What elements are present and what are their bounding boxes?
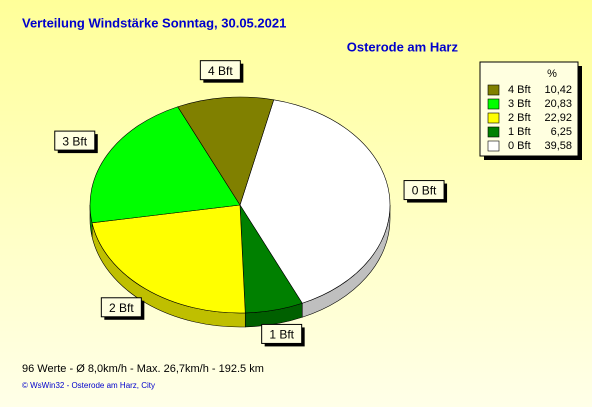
- label-box: [199, 60, 241, 81]
- legend-label: 2 Bft: [508, 112, 531, 124]
- legend-swatch: [487, 112, 500, 124]
- legend-label: 1 Bft: [508, 126, 531, 138]
- pie-slice: [91, 204, 246, 314]
- pie-slice: [177, 96, 275, 206]
- slice-label: 3 Bft: [62, 134, 87, 148]
- legend-header: %: [547, 68, 557, 80]
- legend-value: 6,25: [551, 126, 572, 138]
- slice-label: 4 Bft: [208, 64, 233, 78]
- legend-value: 10,42: [544, 84, 572, 96]
- chart-title: Verteilung Windstärke Sonntag, 30.05.202…: [22, 15, 286, 30]
- slice-label: 1 Bft: [269, 328, 294, 342]
- legend-swatch: [487, 140, 500, 152]
- slice-label: 0 Bft: [412, 184, 437, 198]
- label-box: [100, 297, 142, 318]
- label-box: [54, 130, 96, 151]
- pie-slice: [239, 99, 391, 304]
- footer: 96 Werte - Ø 8,0km/h - Max. 26,7km/h - 1…: [22, 363, 264, 375]
- label-box: [261, 323, 303, 344]
- label-box: [403, 180, 445, 201]
- legend-value: 39,58: [544, 140, 572, 152]
- legend-swatch: [487, 126, 500, 138]
- legend-swatch: [487, 98, 500, 110]
- slice-label: 2 Bft: [109, 301, 134, 315]
- legend-swatch: [487, 84, 500, 96]
- legend-label: 3 Bft: [508, 98, 531, 110]
- copyright: © WsWin32 - Osterode am Harz, City: [22, 381, 155, 390]
- legend-value: 22,92: [544, 112, 572, 124]
- pie-slice: [89, 106, 241, 224]
- legend-label: 0 Bft: [508, 140, 531, 152]
- legend-label: 4 Bft: [508, 84, 531, 96]
- legend-value: 20,83: [544, 98, 572, 110]
- chart-subtitle: Osterode am Harz: [347, 39, 459, 54]
